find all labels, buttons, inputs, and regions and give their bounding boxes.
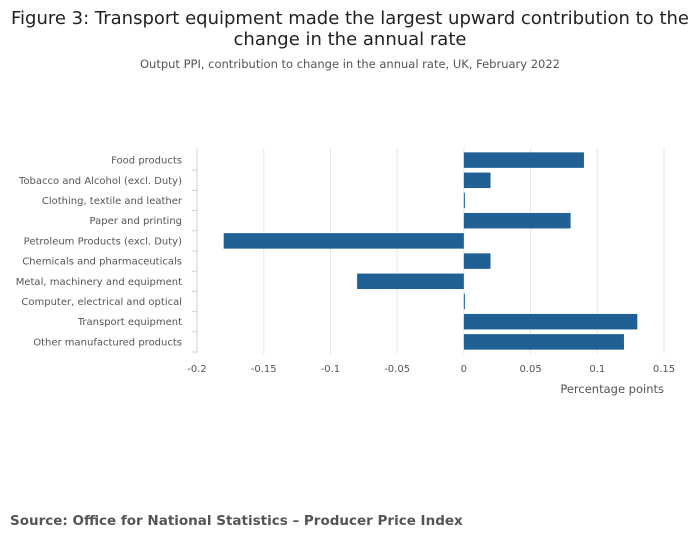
x-tick-label: -0.15 — [251, 364, 277, 375]
x-axis-label: Percentage points — [560, 382, 664, 396]
y-tick-label: Computer, electrical and optical — [21, 297, 182, 308]
x-tick-label: -0.2 — [187, 364, 207, 375]
bar — [223, 233, 464, 249]
bar — [463, 253, 491, 269]
y-tick-label: Petroleum Products (excl. Duty) — [24, 236, 182, 247]
x-tick-label: 0.1 — [589, 364, 605, 375]
bar — [463, 152, 584, 168]
y-tick-label: Tobacco and Alcohol (excl. Duty) — [18, 176, 182, 187]
bar — [463, 172, 491, 189]
y-tick-label: Clothing, textile and leather — [42, 196, 183, 207]
bar — [463, 212, 571, 229]
y-tick-label: Metal, machinery and equipment — [16, 277, 182, 288]
bar — [463, 334, 624, 350]
bar — [357, 273, 464, 290]
x-tick-label: 0 — [461, 364, 467, 375]
y-tick-label: Food products — [111, 156, 182, 167]
bar — [463, 192, 465, 209]
y-tick-label: Transport equipment — [77, 317, 182, 328]
x-tick-label: 0.15 — [653, 364, 675, 375]
chart-title: Figure 3: Transport equipment made the l… — [10, 8, 689, 50]
x-tick-label: 0.05 — [519, 364, 541, 375]
x-tick-label: -0.1 — [321, 364, 341, 375]
y-tick-label: Chemicals and pharmaceuticals — [22, 257, 182, 268]
source-note: Source: Office for National Statistics –… — [10, 513, 463, 529]
y-tick-label: Other manufactured products — [33, 337, 182, 348]
bar — [463, 293, 465, 310]
bar — [463, 313, 638, 330]
x-tick-label: -0.05 — [384, 364, 410, 375]
chart-subtitle: Output PPI, contribution to change in th… — [139, 57, 560, 71]
y-tick-label: Paper and printing — [90, 216, 182, 227]
